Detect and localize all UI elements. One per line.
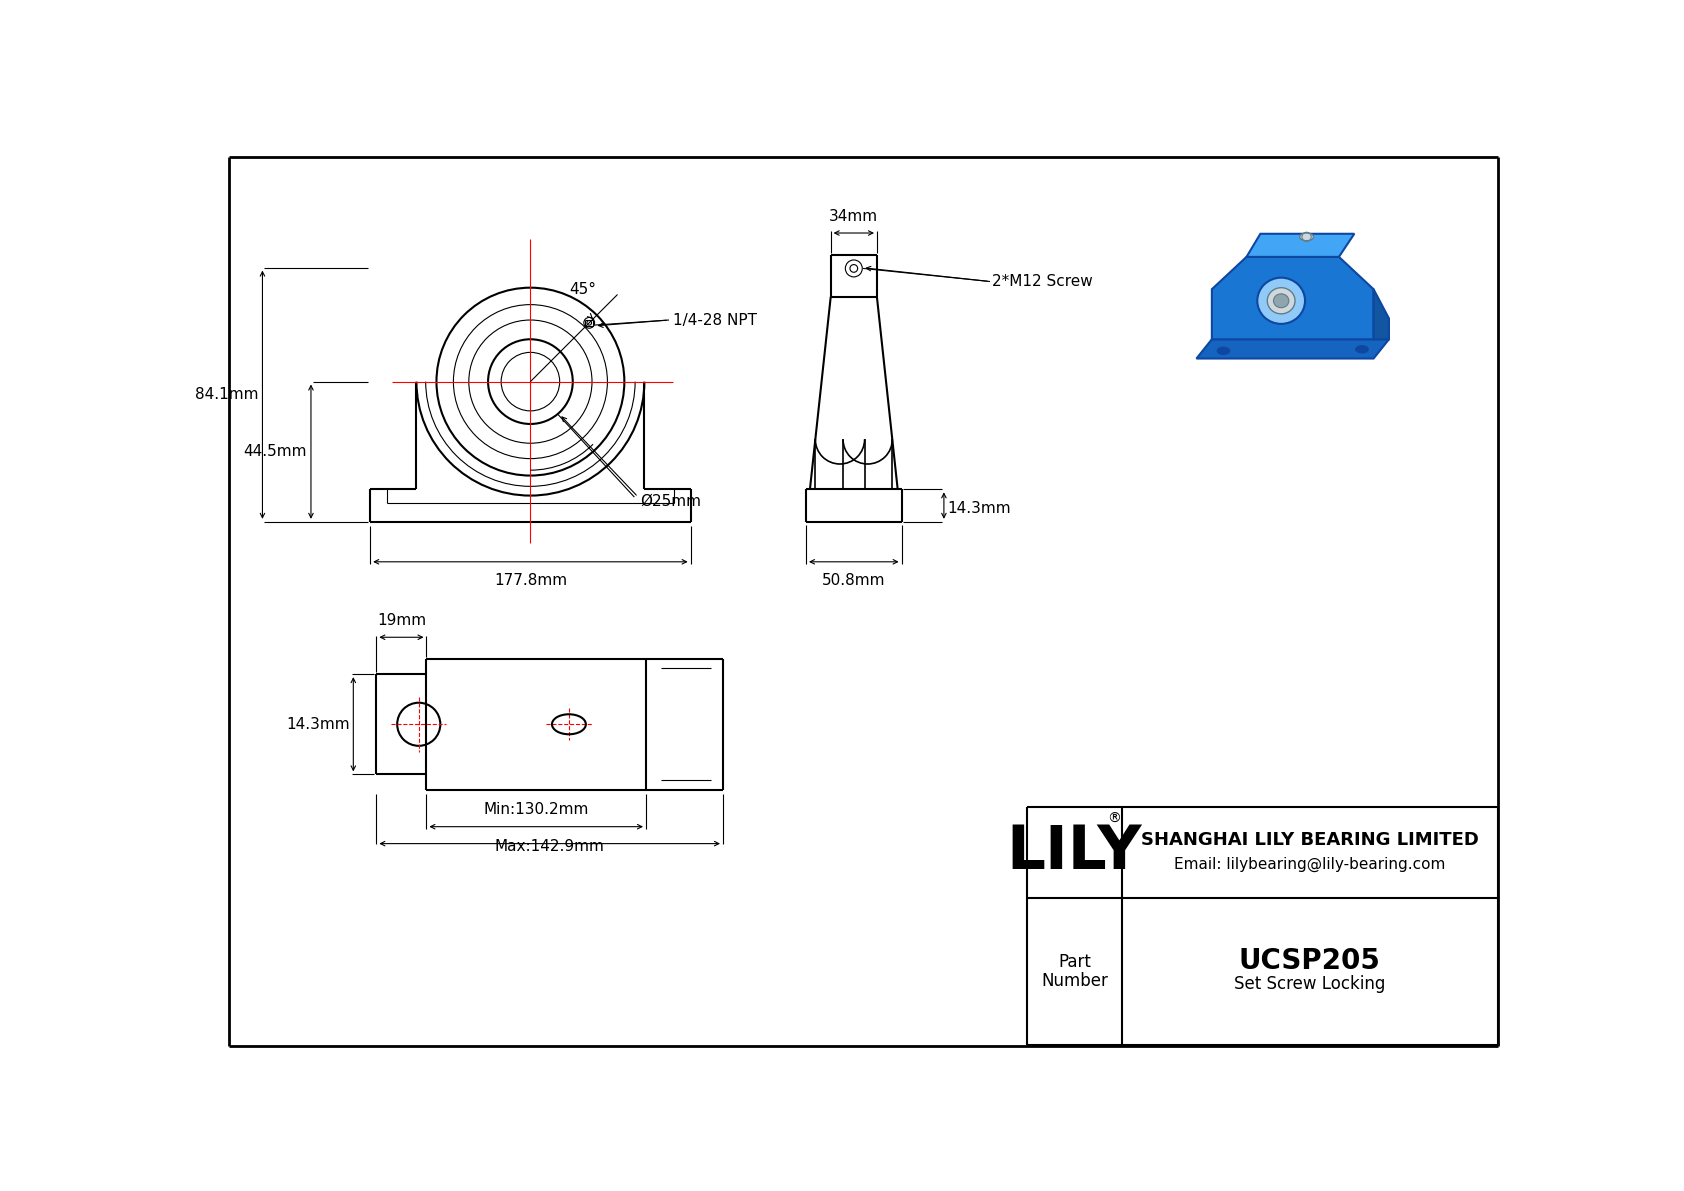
Text: 84.1mm: 84.1mm xyxy=(195,387,259,403)
Text: 50.8mm: 50.8mm xyxy=(822,573,886,587)
Text: Ø25mm: Ø25mm xyxy=(640,493,701,509)
Text: Part: Part xyxy=(1058,953,1091,971)
Text: LILY: LILY xyxy=(1007,823,1142,883)
Text: 177.8mm: 177.8mm xyxy=(493,573,568,587)
Polygon shape xyxy=(1196,339,1389,358)
Text: Email: lilybearing@lily-bearing.com: Email: lilybearing@lily-bearing.com xyxy=(1174,858,1445,872)
Ellipse shape xyxy=(1258,278,1305,324)
Polygon shape xyxy=(1212,257,1374,339)
Ellipse shape xyxy=(1218,348,1229,354)
Ellipse shape xyxy=(1356,345,1367,353)
Text: Max:142.9mm: Max:142.9mm xyxy=(495,840,605,854)
Ellipse shape xyxy=(1268,288,1295,314)
Text: ®: ® xyxy=(1106,812,1122,827)
Text: 14.3mm: 14.3mm xyxy=(948,501,1012,516)
Text: 45°: 45° xyxy=(569,282,596,297)
Text: 19mm: 19mm xyxy=(377,613,426,628)
Text: 34mm: 34mm xyxy=(829,208,879,224)
Text: 44.5mm: 44.5mm xyxy=(244,444,306,460)
Text: Min:130.2mm: Min:130.2mm xyxy=(483,803,589,817)
Polygon shape xyxy=(1246,233,1354,257)
Text: Number: Number xyxy=(1041,972,1108,990)
Text: 2*M12 Screw: 2*M12 Screw xyxy=(992,274,1093,289)
Polygon shape xyxy=(1374,289,1389,339)
Ellipse shape xyxy=(1273,294,1288,307)
Text: 14.3mm: 14.3mm xyxy=(286,717,350,731)
Text: SHANGHAI LILY BEARING LIMITED: SHANGHAI LILY BEARING LIMITED xyxy=(1140,831,1479,849)
Text: 1/4-28 NPT: 1/4-28 NPT xyxy=(674,312,756,328)
Text: Set Screw Locking: Set Screw Locking xyxy=(1234,974,1386,993)
Text: UCSP205: UCSP205 xyxy=(1239,947,1381,974)
Ellipse shape xyxy=(1300,233,1314,241)
